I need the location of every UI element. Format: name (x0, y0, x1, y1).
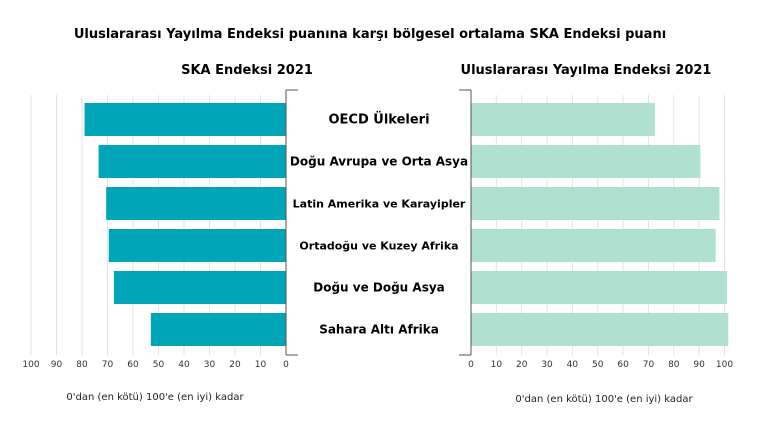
left-tick-label: 30 (204, 360, 216, 370)
left-bar (108, 229, 287, 262)
left-bar (150, 313, 286, 346)
left-tick-label: 70 (102, 360, 114, 370)
right-bar (471, 103, 655, 136)
left-bar (113, 271, 286, 304)
right-bar (471, 313, 729, 346)
category-label: Doğu ve Doğu Asya (313, 281, 445, 295)
right-tick-label: 40 (567, 360, 579, 370)
left-tick-label: 50 (153, 360, 165, 370)
left-bar (84, 103, 286, 136)
right-bar (471, 145, 701, 178)
right-bar (471, 187, 720, 220)
right-tick-label: 100 (716, 360, 733, 370)
left-tick-label: 40 (178, 360, 190, 370)
left-tick-label: 20 (229, 360, 241, 370)
left-tick-label: 90 (51, 360, 63, 370)
left-bar (106, 187, 286, 220)
category-label: Sahara Altı Afrika (319, 323, 439, 337)
right-tick-label: 70 (643, 360, 655, 370)
right-panel-title: Uluslararası Yayılma Endeksi 2021 (461, 63, 712, 78)
left-panel-title: SKA Endeksi 2021 (181, 63, 313, 78)
right-tick-label: 80 (668, 360, 680, 370)
category-label: Doğu Avrupa ve Orta Asya (290, 155, 468, 169)
right-tick-label: 20 (516, 360, 528, 370)
right-tick-label: 0 (468, 360, 474, 370)
left-tick-label: 60 (127, 360, 139, 370)
left-tick-label: 10 (255, 360, 267, 370)
right-tick-label: 90 (693, 360, 705, 370)
right-tick-label: 60 (617, 360, 629, 370)
category-label: OECD Ülkeleri (328, 112, 429, 128)
left-tick-label: 100 (22, 360, 39, 370)
right-axis-note: 0'dan (en kötü) 100'e (en iyi) kadar (515, 394, 693, 405)
right-tick-label: 10 (491, 360, 503, 370)
right-tick-label: 30 (541, 360, 553, 370)
right-tick-label: 50 (592, 360, 604, 370)
category-label: Ortadoğu ve Kuzey Afrika (299, 240, 458, 253)
right-bar (471, 229, 716, 262)
right-bar (471, 271, 728, 304)
chart-title: Uluslararası Yayılma Endeksi puanına kar… (74, 27, 666, 42)
left-bar (98, 145, 286, 178)
category-label: Latin Amerika ve Karayipler (293, 198, 466, 211)
left-axis-note: 0'dan (en kötü) 100'e (en iyi) kadar (66, 392, 244, 403)
left-tick-label: 0 (283, 360, 289, 370)
left-tick-label: 80 (76, 360, 88, 370)
